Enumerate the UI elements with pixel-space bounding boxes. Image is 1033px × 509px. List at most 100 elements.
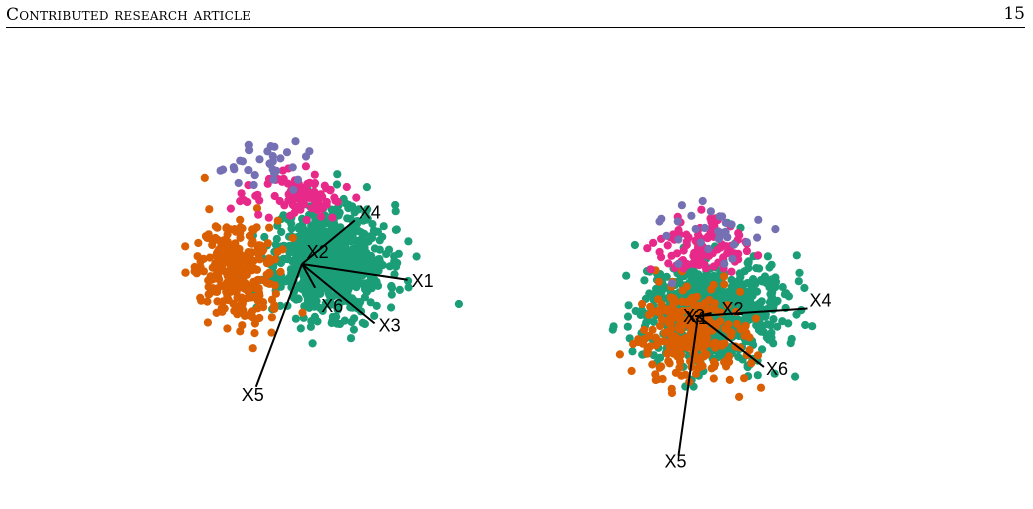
point-orange bbox=[654, 338, 663, 348]
point-purple bbox=[234, 178, 243, 188]
point-orange bbox=[696, 354, 706, 363]
point-pink bbox=[695, 261, 704, 270]
point-purple bbox=[268, 152, 277, 161]
point-green bbox=[734, 280, 743, 289]
scatter-points-left bbox=[181, 137, 463, 353]
point-orange bbox=[735, 392, 744, 401]
point-orange bbox=[207, 275, 216, 284]
point-green bbox=[318, 306, 327, 315]
point-green bbox=[382, 249, 391, 259]
point-green bbox=[349, 219, 358, 228]
point-orange bbox=[265, 223, 274, 232]
point-purple bbox=[753, 233, 762, 242]
point-orange bbox=[223, 324, 232, 333]
point-orange bbox=[223, 237, 232, 246]
point-green bbox=[307, 317, 316, 326]
point-orange bbox=[711, 338, 720, 347]
point-pink bbox=[316, 212, 326, 221]
point-orange bbox=[193, 252, 202, 261]
point-orange bbox=[248, 279, 257, 288]
point-pink bbox=[330, 193, 339, 202]
point-purple bbox=[655, 217, 664, 226]
point-purple bbox=[291, 137, 300, 146]
point-orange bbox=[675, 363, 684, 372]
point-green bbox=[608, 325, 617, 334]
point-green bbox=[387, 303, 396, 312]
point-purple bbox=[714, 227, 723, 236]
point-orange bbox=[658, 374, 667, 384]
point-green bbox=[752, 301, 761, 310]
point-green bbox=[692, 277, 702, 286]
point-green bbox=[649, 351, 658, 360]
running-title: Contributed research article bbox=[6, 5, 252, 25]
point-pink bbox=[664, 259, 673, 268]
point-green bbox=[372, 301, 381, 310]
point-pink bbox=[307, 204, 316, 213]
point-orange bbox=[254, 250, 263, 259]
point-green bbox=[373, 227, 382, 236]
axis-label-x6: X6 bbox=[321, 296, 343, 316]
axis-label-x1: X1 bbox=[412, 271, 434, 291]
point-orange bbox=[727, 328, 736, 337]
point-pink bbox=[742, 246, 752, 256]
point-pink bbox=[314, 199, 323, 208]
point-green bbox=[735, 296, 744, 305]
point-green bbox=[316, 269, 325, 278]
point-orange bbox=[228, 274, 237, 283]
point-pink bbox=[326, 186, 335, 195]
point-orange bbox=[218, 307, 227, 316]
point-orange bbox=[689, 300, 698, 309]
point-purple bbox=[288, 163, 297, 172]
point-green bbox=[331, 257, 340, 266]
point-orange bbox=[239, 252, 248, 261]
point-orange bbox=[238, 224, 247, 233]
point-orange bbox=[736, 287, 745, 296]
point-orange bbox=[235, 267, 244, 276]
point-purple bbox=[282, 148, 292, 157]
point-green bbox=[287, 219, 296, 228]
point-orange bbox=[682, 282, 691, 291]
point-pink bbox=[735, 231, 744, 240]
point-orange bbox=[211, 222, 220, 231]
point-purple bbox=[244, 140, 253, 149]
point-orange bbox=[236, 327, 245, 336]
point-green bbox=[637, 306, 647, 315]
point-green bbox=[314, 231, 323, 240]
point-green bbox=[260, 232, 269, 242]
point-purple bbox=[289, 185, 298, 194]
point-green bbox=[347, 317, 356, 327]
point-orange bbox=[740, 331, 749, 340]
point-purple bbox=[255, 155, 264, 164]
point-pink bbox=[697, 252, 706, 261]
point-orange bbox=[205, 205, 214, 214]
point-green bbox=[332, 180, 342, 189]
point-orange bbox=[638, 299, 647, 309]
point-green bbox=[392, 262, 401, 271]
point-pink bbox=[667, 251, 676, 260]
point-green bbox=[286, 265, 295, 274]
point-green bbox=[277, 227, 286, 237]
point-green bbox=[348, 294, 357, 303]
point-green bbox=[300, 302, 309, 311]
point-orange bbox=[669, 300, 678, 310]
point-orange bbox=[710, 299, 719, 308]
point-pink bbox=[310, 180, 319, 189]
point-purple bbox=[687, 211, 696, 220]
point-pink bbox=[296, 205, 305, 214]
point-orange bbox=[190, 267, 199, 276]
point-pink bbox=[264, 213, 273, 222]
point-pink bbox=[310, 170, 319, 179]
point-purple bbox=[293, 175, 303, 184]
axis-line-x1 bbox=[301, 263, 408, 281]
point-green bbox=[340, 316, 349, 325]
point-orange bbox=[276, 267, 285, 276]
point-orange bbox=[709, 280, 718, 289]
point-orange bbox=[271, 289, 280, 298]
point-green bbox=[349, 325, 358, 334]
point-orange bbox=[270, 281, 279, 290]
point-pink bbox=[226, 204, 235, 213]
point-green bbox=[767, 293, 776, 302]
point-pink bbox=[303, 179, 312, 188]
point-purple bbox=[720, 259, 729, 268]
point-green bbox=[356, 298, 365, 307]
